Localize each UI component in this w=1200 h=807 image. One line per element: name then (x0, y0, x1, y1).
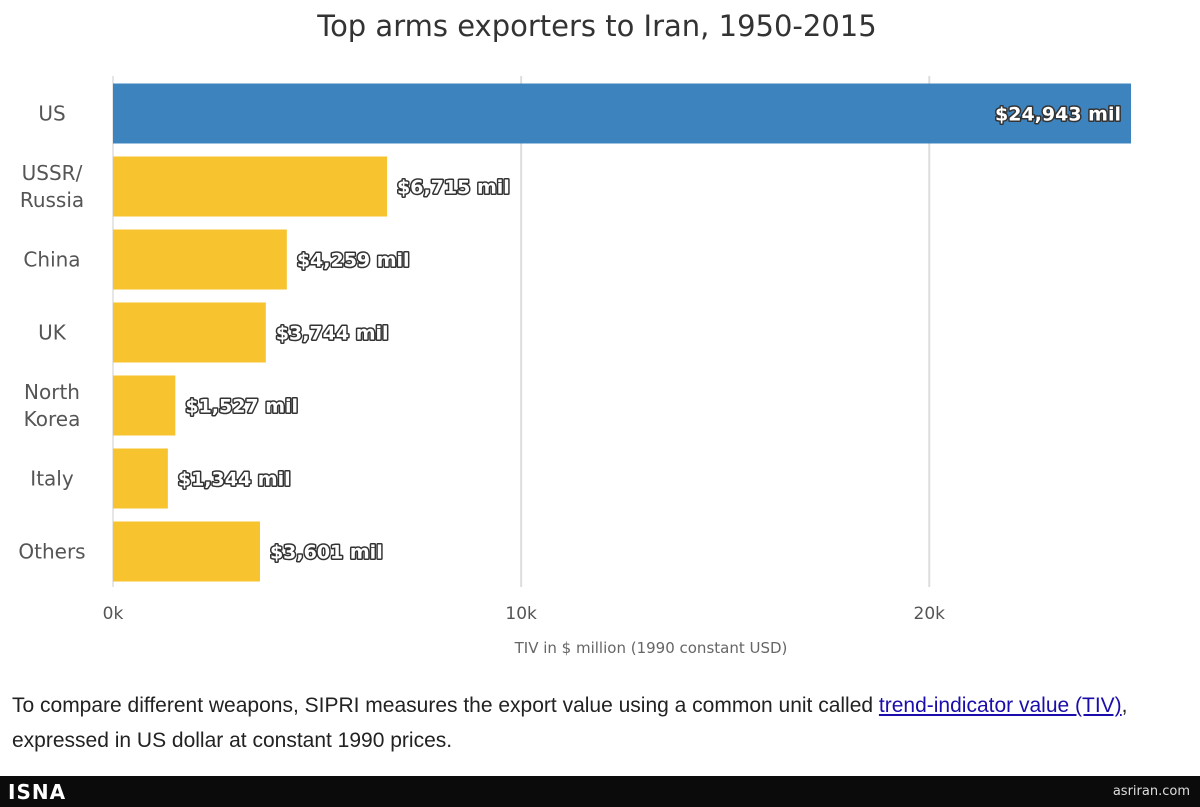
caption: To compare different weapons, SIPRI meas… (12, 688, 1188, 758)
data-label-3: $3,744 mil (276, 323, 389, 345)
footer-bar: ISNA asriran.com (0, 776, 1200, 807)
data-labels: $24,943 mil $6,715 mil $4,259 mil $3,744 mi… (176, 102, 1122, 565)
bar-1 (113, 156, 388, 217)
x-axis-title: TIV in $ million (1990 constant USD) (514, 639, 788, 657)
data-label-5: $1,344 mil (178, 469, 291, 491)
category-label-5: Italy (30, 467, 74, 491)
data-label-6: $3,601 mil (270, 542, 383, 564)
caption-text-before: To compare different weapons, SIPRI meas… (12, 694, 879, 717)
data-label-1: $6,715 mil (397, 177, 510, 199)
bar-2 (113, 229, 287, 290)
category-label-0: US (38, 102, 65, 126)
tick-label-0k: 0k (103, 604, 124, 624)
bar-3 (113, 302, 266, 363)
bar-0 (113, 83, 1131, 144)
bars (113, 83, 1131, 582)
tick-label-10k: 10k (505, 604, 537, 624)
category-label-1: USSR/Russia (20, 161, 84, 212)
tiv-link[interactable]: trend-indicator value (TIV) (878, 694, 1122, 717)
category-label-3: UK (38, 321, 67, 345)
category-label-6: Others (18, 540, 85, 564)
bar-6 (113, 521, 260, 582)
data-label-2: $4,259 mil (297, 250, 410, 272)
bar-5 (113, 448, 168, 509)
data-label-4: $1,527 mil (185, 396, 298, 418)
data-label-0: $24,943 mil (995, 104, 1121, 126)
caption-text-after: , expressed in US dollar at constant 199… (12, 694, 1128, 752)
category-labels: US USSR/Russia China UK North Korea Italy Other… (18, 102, 85, 564)
x-axis-ticks: 0k 10k 20k (103, 604, 945, 624)
isna-logo: ISNA (8, 780, 67, 804)
tick-label-20k: 20k (914, 604, 946, 624)
bar-chart: Top arms exporters to Iran, 1950-2015 US… (18, 9, 1131, 657)
bar-4 (113, 375, 176, 436)
category-label-4: North Korea (24, 380, 81, 431)
chart-title: Top arms exporters to Iran, 1950-2015 (316, 9, 876, 43)
source-site: asriran.com (1112, 784, 1190, 799)
category-label-2: China (23, 248, 80, 272)
